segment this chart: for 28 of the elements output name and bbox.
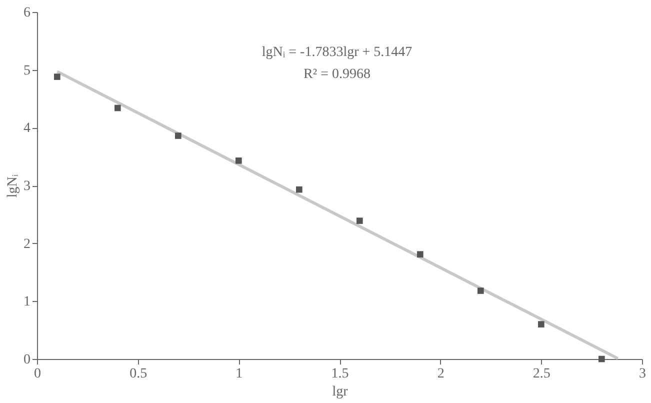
x-tick-label: 0.5: [130, 366, 148, 382]
y-tick-label: 5: [24, 63, 30, 78]
y-tick-label: 4: [24, 121, 30, 136]
x-tick-label: 1.5: [331, 366, 349, 382]
point: [236, 157, 242, 164]
x-tick-label: 2: [437, 366, 444, 382]
point: [114, 104, 121, 112]
annotation: lgNᵢ = -1.7833lgr + 5.1447: [262, 45, 412, 60]
point: [54, 74, 60, 80]
point: [478, 288, 484, 294]
point: [598, 356, 605, 362]
x-tick-label: 2.5: [532, 366, 550, 382]
y-tick-label: 3: [24, 179, 30, 194]
y-tick-label: 1: [24, 294, 30, 310]
y-tick-label: 6: [24, 6, 30, 20]
point: [296, 186, 302, 193]
point: [417, 251, 424, 258]
y-tick-label: 2: [24, 236, 30, 252]
point: [356, 218, 363, 224]
x-axis-title: lgr: [332, 384, 348, 400]
y-axis-title: lgNᵢ: [6, 174, 20, 198]
y-tick-label: 0: [24, 352, 30, 368]
x-tick-label: 0: [34, 366, 41, 382]
point: [175, 132, 182, 139]
x-tick-label: 3: [639, 366, 646, 382]
annotation: R² = 0.9968: [304, 67, 370, 82]
point: [538, 321, 544, 328]
x-tick-label: 1: [236, 366, 243, 382]
